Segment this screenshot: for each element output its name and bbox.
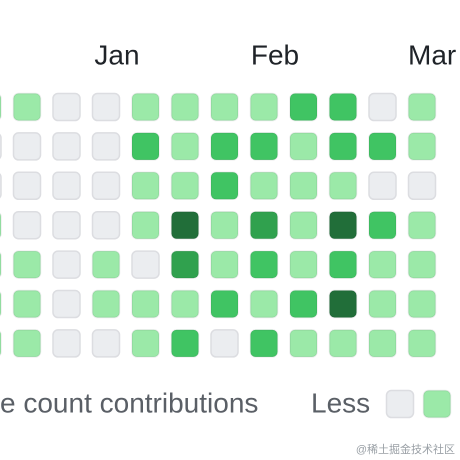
day-cell [328, 210, 358, 240]
day-cell [12, 132, 42, 161]
day-cell [210, 92, 239, 122]
month-label: Feb [251, 39, 299, 70]
day-cell [407, 132, 437, 161]
day-cell [328, 289, 358, 319]
day-cell [289, 132, 318, 161]
day-cell [131, 329, 160, 358]
day-cell [289, 210, 318, 240]
day-cell [131, 132, 160, 161]
day-cell [0, 173, 2, 199]
day-cell [289, 171, 318, 201]
day-cell [328, 250, 358, 279]
month-label: Mar [408, 39, 456, 70]
day-cell [131, 289, 160, 319]
day-cell [368, 289, 397, 319]
day-cell [0, 291, 2, 317]
day-cell [131, 250, 160, 279]
day-cell [249, 250, 279, 279]
day-cell [12, 92, 42, 122]
day-cell [368, 132, 397, 161]
day-cell [91, 289, 121, 319]
day-cell [210, 171, 239, 201]
legend-cell [385, 389, 415, 419]
day-cell [12, 250, 42, 279]
day-cell [407, 289, 437, 319]
day-cell [368, 92, 397, 122]
day-cell [52, 171, 81, 201]
day-cell [170, 171, 200, 201]
day-cell [131, 210, 160, 240]
day-cell [91, 210, 121, 240]
day-cell [249, 171, 279, 201]
day-cell [0, 330, 2, 357]
day-cell [249, 92, 279, 122]
day-cell [170, 250, 200, 279]
day-cell [12, 289, 42, 319]
day-cell [328, 171, 358, 201]
day-cell [210, 250, 239, 279]
day-cell [249, 210, 279, 240]
day-cell [407, 250, 437, 279]
day-cell [249, 289, 279, 319]
day-cell [210, 210, 239, 240]
day-cell [12, 329, 42, 358]
day-cell [12, 210, 42, 240]
day-cell [52, 329, 81, 358]
day-cell [91, 250, 121, 279]
day-cell [328, 92, 358, 122]
day-cell [289, 289, 318, 319]
day-cell [52, 92, 81, 122]
day-cell [289, 329, 318, 358]
day-cell [170, 329, 200, 358]
day-cell [328, 132, 358, 161]
footer-text: e count contributions [0, 387, 258, 418]
day-cell [407, 210, 437, 240]
day-cell [328, 329, 358, 358]
day-cell [0, 94, 2, 120]
day-cell [407, 92, 437, 122]
day-cell [368, 210, 397, 240]
day-cell [210, 132, 239, 161]
day-cell [170, 92, 200, 122]
day-cell [407, 171, 437, 201]
watermark: @稀土掘金技术社区 [356, 442, 455, 456]
day-cell [52, 250, 81, 279]
day-cell [210, 329, 239, 358]
day-cell [0, 251, 2, 278]
day-cell [52, 132, 81, 161]
day-cell [12, 171, 42, 201]
day-cell [407, 329, 437, 358]
day-cell [368, 250, 397, 279]
day-cell [91, 329, 121, 358]
day-cell [52, 210, 81, 240]
legend-cell [422, 389, 452, 419]
month-label: Jan [94, 39, 139, 70]
day-cell [249, 132, 279, 161]
day-cell [368, 171, 397, 201]
day-cell [131, 171, 160, 201]
day-cell [0, 212, 2, 238]
day-cell [91, 92, 121, 122]
day-cell [170, 132, 200, 161]
day-cell [289, 250, 318, 279]
day-cell [249, 329, 279, 358]
day-cell [170, 289, 200, 319]
day-cell [368, 329, 397, 358]
day-cell [52, 289, 81, 319]
day-cell [170, 210, 200, 240]
day-cell [0, 133, 2, 160]
legend-less: Less [311, 387, 370, 418]
day-cell [131, 92, 160, 122]
day-cell [289, 92, 318, 122]
day-cell [91, 171, 121, 201]
day-cell [91, 132, 121, 161]
day-cell [210, 289, 239, 319]
